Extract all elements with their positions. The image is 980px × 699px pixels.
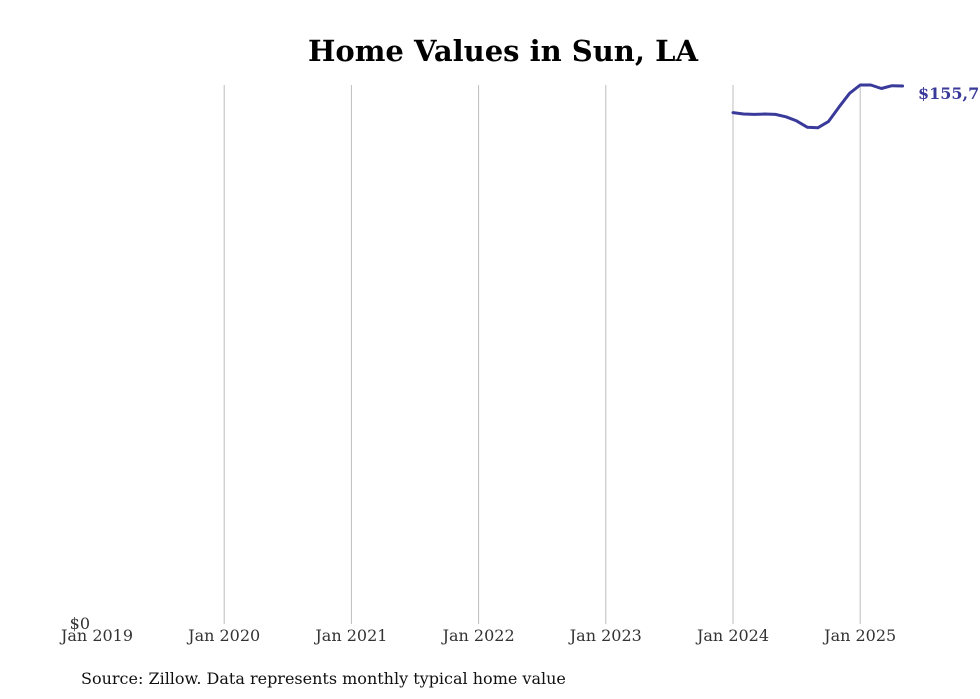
- end-value-label: $155,7: [918, 84, 979, 103]
- x-tick-label: Jan 2025: [822, 626, 896, 645]
- x-tick-label: Jan 2023: [568, 626, 642, 645]
- chart-title: Home Values in Sun, LA: [308, 34, 698, 68]
- x-tick-label: Jan 2024: [695, 626, 769, 645]
- source-note: Source: Zillow. Data represents monthly …: [81, 669, 566, 688]
- series-line: [731, 83, 905, 130]
- x-tick-label: Jan 2019: [59, 626, 133, 645]
- x-axis-ticks: Jan 2019 Jan 2020 Jan 2021 Jan 2022 Jan 2023…: [59, 626, 896, 645]
- y-axis-ticks: $0: [70, 614, 90, 633]
- x-tick-label: Jan 2021: [313, 626, 387, 645]
- x-tick-label: Jan 2022: [441, 626, 515, 645]
- y-tick-label: $0: [70, 614, 90, 633]
- series-layer: [731, 83, 905, 130]
- gridlines: [223, 85, 861, 624]
- x-tick-label: Jan 2020: [186, 626, 260, 645]
